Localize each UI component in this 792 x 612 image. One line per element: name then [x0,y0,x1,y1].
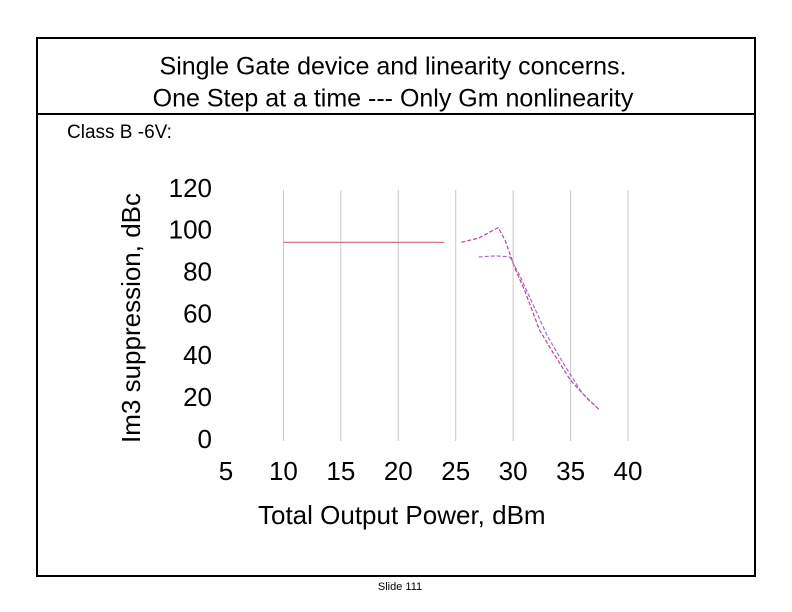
y-tick-label: 120 [169,173,212,203]
data-line [461,226,600,411]
x-tick-label: 35 [556,456,585,486]
y-tick-label: 60 [183,298,212,328]
slide-title: One Step at a time --- Only Gm nonlinear… [153,85,634,113]
y-axis-title: Im3 suppression, dBc [116,193,146,443]
x-tick-label: 20 [384,456,413,486]
x-axis-title: Total Output Power, dBm [258,500,546,530]
x-tick-label: 15 [326,456,355,486]
x-tick-label: 40 [614,456,643,486]
y-tick-label: 0 [198,424,212,454]
slide-footer: Slide 111 [378,581,422,593]
x-tick-label: 5 [219,456,233,486]
slide-title: Single Gate device and linearity concern… [160,53,627,81]
y-tick-label: 80 [183,257,212,287]
x-tick-label: 30 [499,456,528,486]
slide-subtitle: Class B -6V: [67,122,172,143]
x-tick-label: 25 [441,456,470,486]
x-tick-label: 10 [269,456,298,486]
y-tick-label: 40 [183,340,212,370]
y-tick-label: 20 [183,382,212,412]
y-tick-label: 100 [169,215,212,245]
slide-frame [36,37,756,577]
data-line [478,255,598,408]
